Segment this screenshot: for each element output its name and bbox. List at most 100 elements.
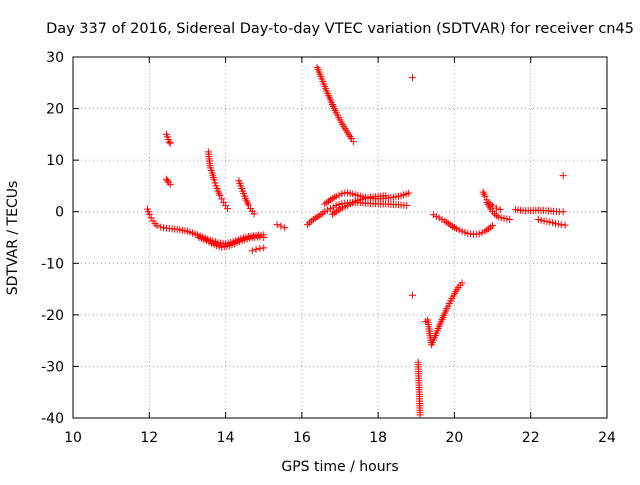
data-point-marker <box>305 219 313 227</box>
x-tick-label: 10 <box>64 430 82 446</box>
axis-ticks <box>72 56 608 419</box>
data-point-marker <box>216 191 224 199</box>
series-arc-12.5-high <box>162 130 174 147</box>
x-tick-labels: 10 12 14 16 18 20 22 24 <box>64 430 616 446</box>
data-point-marker <box>244 201 252 209</box>
data-point-marker <box>559 172 567 180</box>
data-point-marker <box>405 189 413 197</box>
series-arc-12.5-mid <box>162 175 174 188</box>
data-point-marker <box>557 221 565 229</box>
data-point-marker <box>256 244 264 252</box>
y-tick-label: 20 <box>46 102 64 118</box>
data-point-marker <box>492 204 500 212</box>
data-point-marker <box>349 138 357 146</box>
data-point-marker <box>166 180 174 188</box>
data-point-marker <box>153 222 161 230</box>
y-tick-label: 10 <box>46 153 64 169</box>
series-outlier-18.9 <box>408 291 416 299</box>
series-arc-21.6 <box>511 206 567 216</box>
data-point-marker <box>164 177 172 185</box>
series-outlier-18.9-top <box>408 74 416 82</box>
data-point-marker <box>438 215 446 223</box>
data-point-marker <box>408 74 416 82</box>
data-point-marker <box>543 218 551 226</box>
data-point-marker <box>549 219 557 227</box>
data-point-marker <box>324 206 332 214</box>
data-point-marker <box>321 208 329 216</box>
x-axis-label: GPS time / hours <box>281 459 398 475</box>
series-arc-12-lower <box>195 233 268 251</box>
data-point-marker <box>157 223 165 231</box>
data-point-marker <box>223 205 231 213</box>
data-point-marker <box>326 205 334 213</box>
series-arc-19.5-dip <box>429 211 497 238</box>
x-tick-label: 20 <box>446 430 464 446</box>
data-point-marker <box>475 230 483 238</box>
data-point-marker <box>277 222 285 230</box>
data-point-marker <box>273 221 281 229</box>
data-point-marker <box>162 175 170 183</box>
series-arc-14.4 <box>235 177 258 218</box>
data-point-marker <box>500 214 508 222</box>
chart-title: Day 337 of 2016, Sidereal Day-to-day VTE… <box>46 21 634 37</box>
y-tick-label: 30 <box>46 50 64 66</box>
data-point-marker <box>250 210 258 218</box>
data-point-marker <box>332 202 340 210</box>
y-tick-label: -30 <box>41 359 64 375</box>
data-point-marker <box>332 192 340 200</box>
series-outlier-22.85 <box>559 172 567 180</box>
data-point-marker <box>211 179 219 187</box>
y-tick-label: 0 <box>55 205 64 221</box>
data-point-marker <box>145 210 153 218</box>
data-point-marker <box>304 221 312 229</box>
data-point-marker <box>165 138 173 146</box>
data-point-marker <box>485 199 493 207</box>
data-point-marker <box>252 245 260 253</box>
data-point-marker <box>481 192 489 200</box>
y-tick-label: -40 <box>41 411 64 427</box>
y-axis-label: SDTVAR / TECUs <box>5 181 21 296</box>
data-point-marker <box>222 202 230 210</box>
y-tick-labels: -40 -30 -20 -10 0 10 20 30 <box>41 50 64 427</box>
y-tick-label: -10 <box>41 256 64 272</box>
data-point-marker <box>338 190 346 198</box>
x-tick-label: 24 <box>598 430 616 446</box>
gridlines <box>73 57 607 418</box>
data-point-marker <box>435 214 443 222</box>
data-point-marker <box>452 225 460 233</box>
x-tick-label: 22 <box>522 430 540 446</box>
data-point-marker <box>403 202 411 210</box>
data-point-marker <box>489 222 497 230</box>
data-point-marker <box>429 211 437 219</box>
plot-frame <box>72 56 608 419</box>
data-point-marker <box>260 244 268 252</box>
series-arc-16.2-rise <box>304 198 411 229</box>
data-point-marker <box>166 139 174 147</box>
data-point-marker <box>561 221 569 229</box>
data-point-marker <box>503 215 511 223</box>
data-point-marker <box>382 192 390 200</box>
series-arc-13.6 <box>204 148 231 213</box>
data-point-marker <box>458 279 466 287</box>
data-point-marker <box>494 213 502 221</box>
data-point-marker <box>458 227 466 235</box>
data-point-marker <box>432 212 440 220</box>
data-point-marker <box>147 214 155 222</box>
data-point-marker <box>416 411 424 419</box>
series-arc-16.5-steep <box>313 63 357 146</box>
data-point-marker <box>497 214 505 222</box>
data-point-marker <box>281 224 289 232</box>
series-arc-16.8-lower <box>328 192 390 218</box>
series-arc-15.5 <box>273 221 289 232</box>
data-point-marker <box>335 200 343 208</box>
data-point-marker <box>248 247 256 255</box>
series-outliers-19.1 <box>414 358 424 419</box>
data-point-marker <box>546 218 554 226</box>
data-point-marker <box>218 195 226 203</box>
data-point-marker <box>537 216 545 224</box>
data-point-marker <box>496 206 504 214</box>
data-point-marker <box>461 228 469 236</box>
data-point-marker <box>220 198 228 206</box>
